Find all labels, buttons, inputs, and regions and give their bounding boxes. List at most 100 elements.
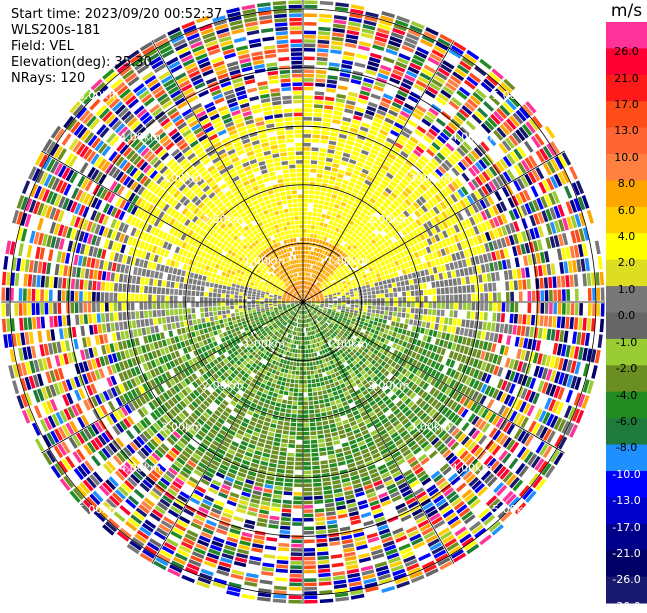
velocity-gate	[296, 371, 299, 375]
velocity-gate	[480, 303, 484, 311]
velocity-gate	[294, 393, 298, 397]
velocity-gate	[316, 178, 322, 182]
velocity-gate	[406, 308, 410, 313]
velocity-gate	[294, 384, 298, 388]
velocity-gate	[303, 384, 307, 388]
velocity-gate	[313, 117, 321, 121]
velocity-gate	[304, 483, 312, 487]
velocity-gate	[304, 565, 316, 569]
velocity-gate	[313, 483, 321, 487]
velocity-gate	[403, 302, 407, 307]
velocity-gate	[311, 375, 315, 379]
velocity-gate	[308, 393, 312, 397]
velocity-gate	[479, 284, 483, 292]
velocity-gate	[304, 427, 310, 431]
velocity-gate	[445, 287, 449, 294]
velocity-gate	[403, 297, 407, 302]
velocity-gate	[402, 308, 406, 313]
velocity-gate	[286, 409, 291, 413]
velocity-gate	[492, 313, 496, 322]
velocity-gate	[304, 509, 313, 513]
velocity-gate	[355, 296, 359, 299]
velocity-gate	[284, 487, 293, 491]
velocity-gate	[310, 169, 316, 173]
velocity-gate	[467, 303, 471, 310]
velocity-gate	[312, 212, 316, 216]
velocity-gate	[441, 295, 445, 301]
velocity-gate	[306, 350, 309, 354]
velocity-gate	[342, 302, 346, 304]
velocity-gate	[303, 350, 305, 354]
velocity-gate	[304, 548, 315, 552]
velocity-gate	[312, 383, 316, 387]
velocity-gate	[459, 303, 463, 310]
velocity-gate	[303, 246, 306, 250]
velocity-gate	[307, 229, 310, 233]
velocity-gate	[489, 293, 493, 302]
velocity-gate	[379, 285, 383, 289]
velocity-gate	[290, 578, 302, 582]
velocity-gate	[441, 288, 445, 295]
velocity-gate	[303, 389, 307, 393]
velocity-gate	[549, 303, 553, 314]
velocity-gate	[303, 397, 307, 401]
velocity-gate	[558, 303, 562, 315]
velocity-gate	[301, 346, 303, 350]
velocity-gate	[380, 311, 384, 315]
velocity-gate	[493, 293, 497, 302]
velocity-gate	[293, 496, 302, 500]
velocity-gate	[355, 302, 359, 305]
velocity-gate	[351, 305, 355, 308]
velocity-gate	[410, 285, 414, 290]
velocity-gate	[304, 104, 313, 108]
velocity-gate	[303, 225, 306, 229]
velocity-gate	[402, 286, 406, 291]
velocity-gate	[311, 225, 315, 229]
velocity-gate	[308, 216, 312, 220]
velocity-gate	[314, 113, 323, 117]
velocity-gate	[467, 285, 471, 293]
velocity-gate	[286, 378, 290, 382]
velocity-gate	[377, 298, 381, 301]
velocity-gate	[312, 457, 319, 461]
velocity-gate	[575, 303, 579, 315]
velocity-gate	[288, 444, 295, 448]
velocity-gate	[471, 285, 475, 293]
velocity-gate	[441, 310, 445, 317]
velocity-gate	[549, 290, 553, 301]
velocity-gate	[355, 299, 359, 302]
velocity-gate	[390, 298, 394, 302]
velocity-gate	[540, 303, 544, 314]
velocity-gate	[347, 300, 351, 302]
velocity-gate	[304, 458, 311, 462]
velocity-gate	[484, 283, 488, 291]
velocity-gate	[312, 379, 316, 383]
velocity-gate	[304, 492, 313, 496]
velocity-gate	[304, 423, 310, 427]
velocity-gate	[497, 303, 501, 312]
velocity-gate	[454, 286, 458, 293]
velocity-gate	[463, 294, 467, 301]
velocity-gate	[306, 255, 308, 259]
velocity-gate	[432, 289, 436, 295]
velocity-gate	[437, 310, 441, 316]
velocity-gate	[298, 406, 303, 410]
velocity-gate	[307, 375, 311, 379]
velocity-gate	[424, 309, 428, 315]
velocity-gate	[311, 436, 317, 440]
velocity-gate	[303, 346, 305, 350]
velocity-gate	[463, 303, 467, 310]
velocity-gate	[312, 461, 319, 465]
velocity-gate	[299, 380, 303, 384]
velocity-gate	[314, 405, 319, 409]
velocity-gate	[364, 299, 368, 302]
velocity-gate	[304, 65, 315, 69]
velocity-gate	[290, 427, 296, 431]
velocity-gate	[303, 233, 306, 237]
velocity-gate	[394, 293, 398, 297]
velocity-gate	[308, 397, 313, 401]
velocity-gate	[303, 220, 307, 224]
velocity-gate	[313, 478, 321, 482]
velocity-gate	[304, 74, 314, 78]
velocity-gate	[312, 466, 320, 470]
